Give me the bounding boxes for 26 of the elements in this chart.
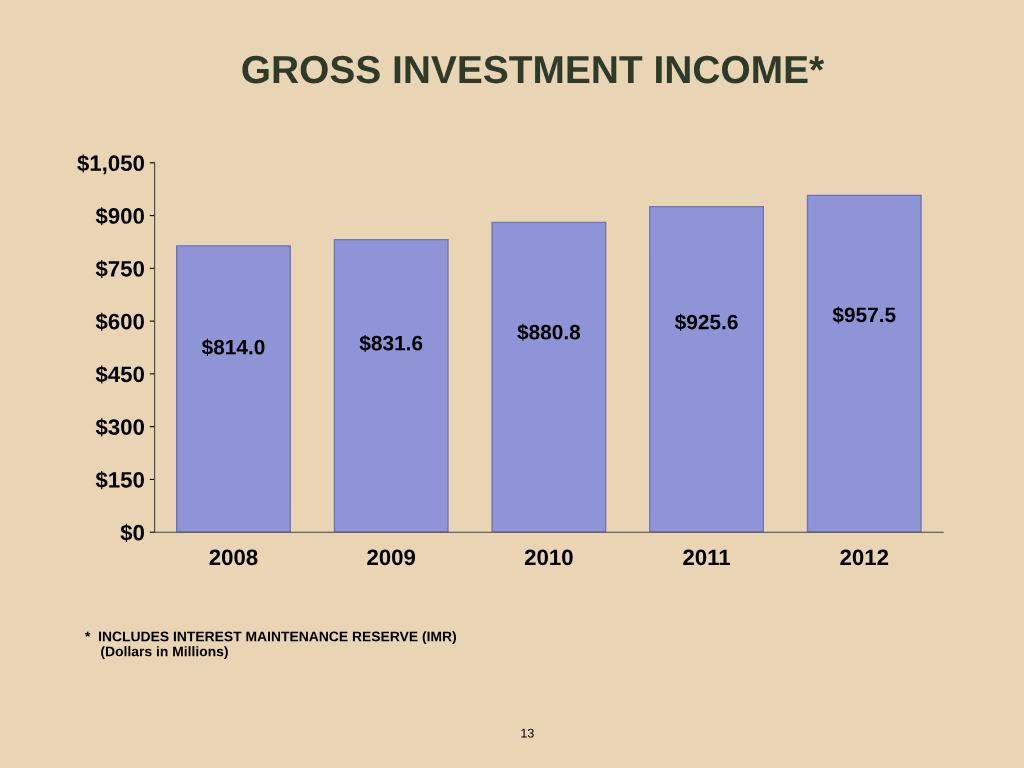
y-tick-label: $150	[95, 471, 144, 490]
bar	[176, 245, 291, 533]
x-tick-label: 2008	[209, 549, 258, 566]
y-tick-label: $750	[95, 259, 144, 279]
x-tick-label: 2010	[524, 549, 573, 566]
data-label: $957.5	[832, 306, 896, 324]
x-tick-label: 2012	[840, 549, 889, 566]
x-tick-label: 2011	[683, 549, 731, 566]
y-tick-label: $0	[120, 523, 144, 542]
bar	[806, 194, 922, 533]
chart-title: GROSS INVESTMENT INCOME*	[242, 55, 825, 84]
data-label: $814.0	[201, 338, 265, 356]
bar	[649, 205, 765, 533]
y-tick-label: $300	[95, 418, 144, 437]
y-tick-label: $1,050	[77, 154, 144, 175]
bar	[333, 238, 449, 533]
x-tick-label: 2009	[367, 549, 416, 566]
text: 13	[521, 728, 534, 738]
y-tick-label: $600	[95, 312, 144, 331]
y-tick-label: $900	[95, 207, 144, 226]
y-tick-label: $450	[95, 365, 144, 384]
bar	[491, 221, 607, 533]
data-label: $925.6	[674, 313, 738, 331]
data-label: $880.8	[517, 323, 581, 341]
text: * INCLUDES INTEREST MAINTENANCE RESERVE (IMR) (Dollars in Millions)	[85, 631, 456, 660]
data-label: $831.6	[359, 334, 423, 352]
